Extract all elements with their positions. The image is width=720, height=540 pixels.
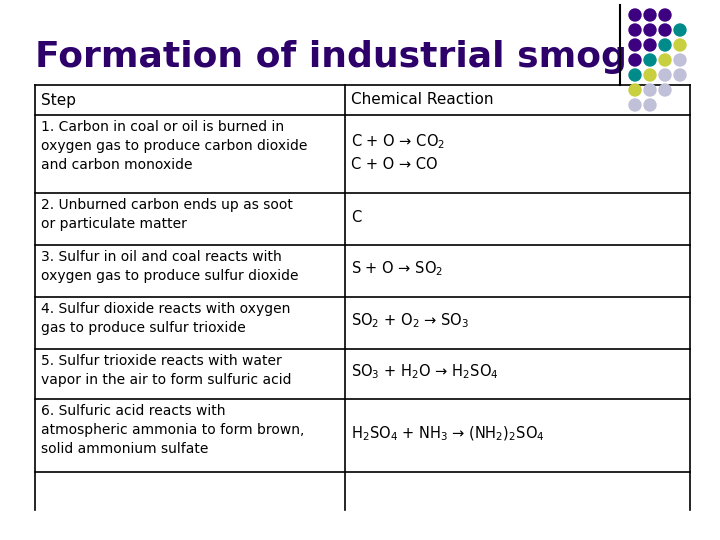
- Circle shape: [659, 69, 671, 81]
- Circle shape: [629, 54, 641, 66]
- Circle shape: [644, 84, 656, 96]
- Circle shape: [659, 54, 671, 66]
- Text: S + O → SO$_2$: S + O → SO$_2$: [351, 260, 444, 278]
- Circle shape: [674, 39, 686, 51]
- Text: 5. Sulfur trioxide reacts with water
vapor in the air to form sulfuric acid: 5. Sulfur trioxide reacts with water vap…: [41, 354, 292, 387]
- Text: Chemical Reaction: Chemical Reaction: [351, 92, 493, 107]
- Text: 3. Sulfur in oil and coal reacts with
oxygen gas to produce sulfur dioxide: 3. Sulfur in oil and coal reacts with ox…: [41, 250, 299, 283]
- Circle shape: [644, 69, 656, 81]
- Text: C + O → CO$_2$
C + O → CO: C + O → CO$_2$ C + O → CO: [351, 132, 445, 172]
- Circle shape: [659, 9, 671, 21]
- Circle shape: [644, 9, 656, 21]
- Circle shape: [674, 54, 686, 66]
- Text: H$_2$SO$_4$ + NH$_3$ → (NH$_2$)$_2$SO$_4$: H$_2$SO$_4$ + NH$_3$ → (NH$_2$)$_2$SO$_4…: [351, 424, 544, 443]
- Circle shape: [629, 9, 641, 21]
- Text: Formation of industrial smog: Formation of industrial smog: [35, 40, 627, 74]
- Circle shape: [629, 24, 641, 36]
- Text: 4. Sulfur dioxide reacts with oxygen
gas to produce sulfur trioxide: 4. Sulfur dioxide reacts with oxygen gas…: [41, 302, 290, 335]
- Circle shape: [629, 99, 641, 111]
- Text: 1. Carbon in coal or oil is burned in
oxygen gas to produce carbon dioxide
and c: 1. Carbon in coal or oil is burned in ox…: [41, 120, 307, 172]
- Circle shape: [644, 99, 656, 111]
- Circle shape: [644, 54, 656, 66]
- Circle shape: [674, 69, 686, 81]
- Text: 6. Sulfuric acid reacts with
atmospheric ammonia to form brown,
solid ammonium s: 6. Sulfuric acid reacts with atmospheric…: [41, 404, 305, 456]
- Circle shape: [629, 84, 641, 96]
- Circle shape: [644, 24, 656, 36]
- Circle shape: [644, 39, 656, 51]
- Circle shape: [659, 39, 671, 51]
- Circle shape: [629, 39, 641, 51]
- Circle shape: [629, 69, 641, 81]
- Text: SO$_3$ + H$_2$O → H$_2$SO$_4$: SO$_3$ + H$_2$O → H$_2$SO$_4$: [351, 363, 499, 381]
- Circle shape: [659, 24, 671, 36]
- Circle shape: [659, 84, 671, 96]
- Text: C: C: [351, 210, 361, 225]
- Text: Step: Step: [41, 92, 76, 107]
- Text: SO$_2$ + O$_2$ → SO$_3$: SO$_2$ + O$_2$ → SO$_3$: [351, 312, 469, 330]
- Text: 2. Unburned carbon ends up as soot
or particulate matter: 2. Unburned carbon ends up as soot or pa…: [41, 198, 293, 231]
- Circle shape: [674, 24, 686, 36]
